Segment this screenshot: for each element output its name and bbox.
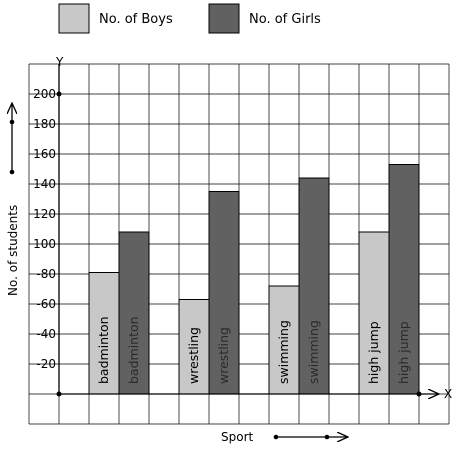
y-tick-label: -80 <box>36 267 56 281</box>
bar-boys-swimming <box>268 285 300 395</box>
bar-label-girls-swimming: swimming <box>306 320 321 384</box>
y-axis-letter: Y <box>55 55 64 69</box>
y-tick-label: 120 <box>33 207 56 221</box>
bar-label-girls-high-jump: high jump <box>396 321 411 384</box>
x-axis-label-group: Sport <box>221 430 347 444</box>
bar-label-boys-swimming: swimming <box>276 320 291 384</box>
bar-girls-high-jump <box>388 164 420 395</box>
bar-label-boys-badminton: badminton <box>96 316 111 384</box>
legend-swatch-girls <box>208 3 240 34</box>
legend-label-girls: No. of Girls <box>249 12 321 27</box>
bar-label-boys-high-jump: high jump <box>366 321 381 384</box>
legend-label-boys: No. of Boys <box>99 12 173 27</box>
bar-label-boys-wrestling: wrestling <box>186 327 201 384</box>
axes: Y X <box>55 55 452 401</box>
y-tick-label: -40 <box>36 327 56 341</box>
y-axis-label-group: No. of students <box>6 104 20 296</box>
y-axis-label: No. of students <box>6 205 20 296</box>
y-tick-label: 180 <box>33 117 56 131</box>
bar-label-girls-badminton: badminton <box>126 316 141 384</box>
y-tick-label: -60 <box>36 297 56 311</box>
y-tick-label: 160 <box>33 147 56 161</box>
bar-boys-badminton <box>88 272 120 395</box>
y-axis-dot <box>56 91 62 97</box>
x-label-arrow-dot-1 <box>273 434 279 440</box>
y-tick-label: 140 <box>33 177 56 191</box>
y-tick-label: -20 <box>36 357 56 371</box>
x-axis-letter: X <box>444 387 452 401</box>
y-label-arrow-dot-2 <box>9 169 15 175</box>
y-tick-labels: -20 -40 -60 -80 100 120 140 160 180 200 <box>33 87 56 371</box>
y-tick-label: 200 <box>33 87 56 101</box>
bar-label-girls-wrestling: wrestling <box>216 327 231 384</box>
x-label-arrow-dot-2 <box>324 434 330 440</box>
legend-swatch-boys <box>58 3 90 34</box>
legend: No. of Boys No. of Girls <box>58 3 321 34</box>
y-label-arrow-dot-1 <box>9 119 15 125</box>
y-tick-label: 100 <box>33 237 56 251</box>
bars: badminton badminton wrestling wrestling swim… <box>88 164 420 395</box>
x-axis-dot <box>416 391 422 397</box>
x-axis-label: Sport <box>221 430 254 444</box>
bar-girls-swimming <box>298 177 330 395</box>
